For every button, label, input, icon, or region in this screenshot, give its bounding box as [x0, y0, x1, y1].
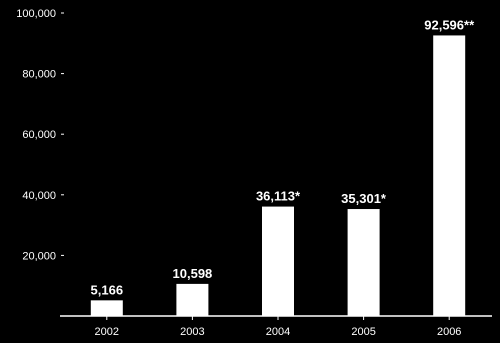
- y-axis: 20,000 40,000 60,000 80,000 100,000: [16, 8, 64, 262]
- data-labels: 5,166 10,598 36,113* 35,301* 92,596**: [91, 17, 476, 297]
- bar-2005: [347, 209, 380, 316]
- bars: [90, 35, 466, 317]
- data-label-2005: 35,301*: [341, 191, 387, 206]
- bar-2002: [90, 300, 123, 316]
- x-tick-label-2005: 2005: [351, 326, 375, 338]
- data-label-2002: 5,166: [91, 282, 124, 297]
- y-tick-label: 40,000: [22, 190, 56, 202]
- x-tick-label-2006: 2006: [437, 326, 461, 338]
- data-label-2004: 36,113*: [256, 189, 301, 204]
- data-label-2006: 92,596**: [424, 17, 475, 32]
- x-tick-label-2004: 2004: [266, 326, 290, 338]
- bar-2004: [262, 206, 294, 316]
- x-axis: 2002 2003 2004 2005 2006: [60, 315, 492, 338]
- y-tick-label: 20,000: [22, 250, 56, 262]
- data-label-2003: 10,598: [173, 266, 213, 281]
- x-tick-label-2003: 2003: [180, 326, 204, 338]
- y-tick-label: 60,000: [22, 129, 56, 141]
- bar-2006: [433, 35, 466, 317]
- y-tick-label: 100,000: [16, 8, 56, 20]
- x-tick-label-2002: 2002: [95, 326, 119, 338]
- bar-2003: [176, 283, 209, 316]
- y-tick-label: 80,000: [22, 69, 56, 81]
